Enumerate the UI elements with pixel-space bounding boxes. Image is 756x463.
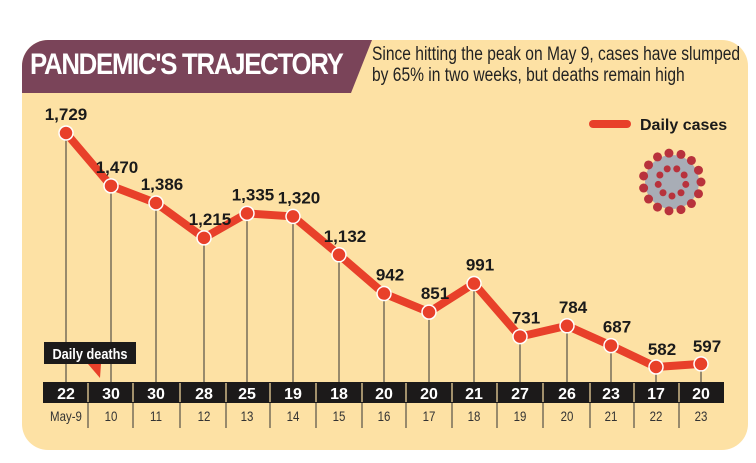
virus-spike [664, 148, 674, 158]
data-label: 1,320 [278, 188, 321, 207]
x-tick-label: 13 [241, 408, 254, 424]
daily-deaths-pointer [88, 364, 101, 378]
virus-spike [644, 160, 654, 170]
virus-spike [693, 165, 703, 175]
virus-spike [693, 189, 703, 199]
data-label: 851 [421, 284, 449, 303]
death-value: 22 [57, 386, 75, 403]
data-point [148, 195, 164, 211]
x-tick-label: 15 [333, 408, 346, 424]
x-tick-label: 19 [514, 408, 527, 424]
virus-spike [653, 152, 662, 162]
virus-spike [659, 189, 667, 197]
data-point [103, 178, 119, 194]
x-tick-label: 11 [150, 408, 162, 424]
death-value: 26 [558, 386, 576, 403]
virus-spike [664, 206, 674, 216]
death-value: 20 [420, 386, 438, 403]
daily-deaths-tag [44, 342, 136, 364]
data-point [376, 285, 392, 302]
x-tick-label: 17 [423, 408, 436, 424]
virus-icon [645, 155, 699, 209]
x-tick-label: May-9 [50, 408, 82, 424]
data-label: 1,470 [96, 158, 139, 177]
data-label: 991 [466, 256, 494, 275]
virus-spike [668, 192, 676, 200]
chart-title: PANDEMIC'S TRAJECTORY [30, 48, 344, 81]
death-value: 30 [147, 386, 165, 403]
virus-spike [682, 180, 690, 188]
data-label: 1,335 [232, 185, 275, 204]
data-point [285, 208, 301, 225]
data-point [512, 328, 528, 345]
death-value: 19 [284, 386, 302, 403]
chart-subtitle: Since hitting the peak on May 9, cases h… [372, 44, 741, 86]
deaths-bar [43, 382, 724, 403]
data-label: 731 [512, 309, 540, 328]
death-value: 27 [511, 386, 529, 403]
data-point [466, 275, 482, 292]
virus-spike [663, 165, 671, 173]
death-value: 23 [602, 386, 620, 403]
data-label: 687 [603, 318, 631, 337]
x-tick-label: 23 [695, 408, 708, 424]
virus-spike [654, 180, 662, 188]
virus-spike [686, 155, 696, 165]
data-label: 1,729 [45, 105, 88, 124]
x-tick-label: 10 [105, 408, 118, 424]
virus-spike [677, 189, 685, 197]
header-banner [22, 40, 372, 93]
x-tick-label: 18 [468, 408, 481, 424]
subtitle-line-2: by 65% in two weeks, but deaths remain h… [372, 65, 685, 86]
virus-spike [676, 149, 686, 159]
data-point [58, 125, 74, 141]
virus-spike [696, 177, 706, 187]
virus-spike [656, 171, 664, 179]
death-value: 20 [375, 386, 393, 403]
virus-spike [653, 202, 662, 212]
data-label: 1,386 [141, 175, 184, 194]
death-value: 20 [692, 386, 710, 403]
x-tick-label: 21 [605, 408, 618, 424]
virus-spike [639, 171, 649, 181]
death-value: 17 [647, 386, 665, 403]
data-label: 1,132 [324, 227, 367, 246]
death-value: 21 [465, 386, 483, 403]
data-point [693, 356, 709, 372]
data-label: 597 [693, 337, 721, 356]
data-point [331, 247, 347, 263]
data-label: 582 [648, 340, 676, 359]
data-label: 942 [376, 266, 404, 285]
virus-spike [680, 171, 688, 179]
x-tick-label: 16 [378, 408, 391, 424]
data-point [421, 304, 437, 320]
virus-spike [686, 199, 696, 209]
x-tick-label: 12 [198, 408, 211, 424]
daily-deaths-label: Daily deaths [52, 345, 127, 362]
virus-spike [644, 194, 654, 204]
data-point [603, 337, 619, 354]
data-point [239, 205, 255, 222]
data-label: 784 [559, 298, 588, 317]
death-value: 18 [330, 386, 348, 403]
chart-panel [22, 40, 748, 450]
data-point [196, 230, 212, 246]
data-label: 1,215 [189, 210, 232, 229]
legend-label: Daily cases [640, 117, 727, 134]
x-tick-label: 14 [287, 408, 300, 424]
death-value: 25 [238, 386, 256, 403]
virus-spike [673, 165, 681, 173]
death-value: 30 [102, 386, 120, 403]
virus-spike [639, 183, 649, 193]
subtitle-line-1: Since hitting the peak on May 9, cases h… [372, 44, 741, 65]
death-value: 28 [195, 386, 213, 403]
x-tick-label: 22 [650, 408, 663, 424]
data-point [648, 359, 664, 375]
x-tick-label: 20 [561, 408, 574, 424]
data-point [559, 318, 575, 334]
virus-spike [676, 205, 686, 215]
